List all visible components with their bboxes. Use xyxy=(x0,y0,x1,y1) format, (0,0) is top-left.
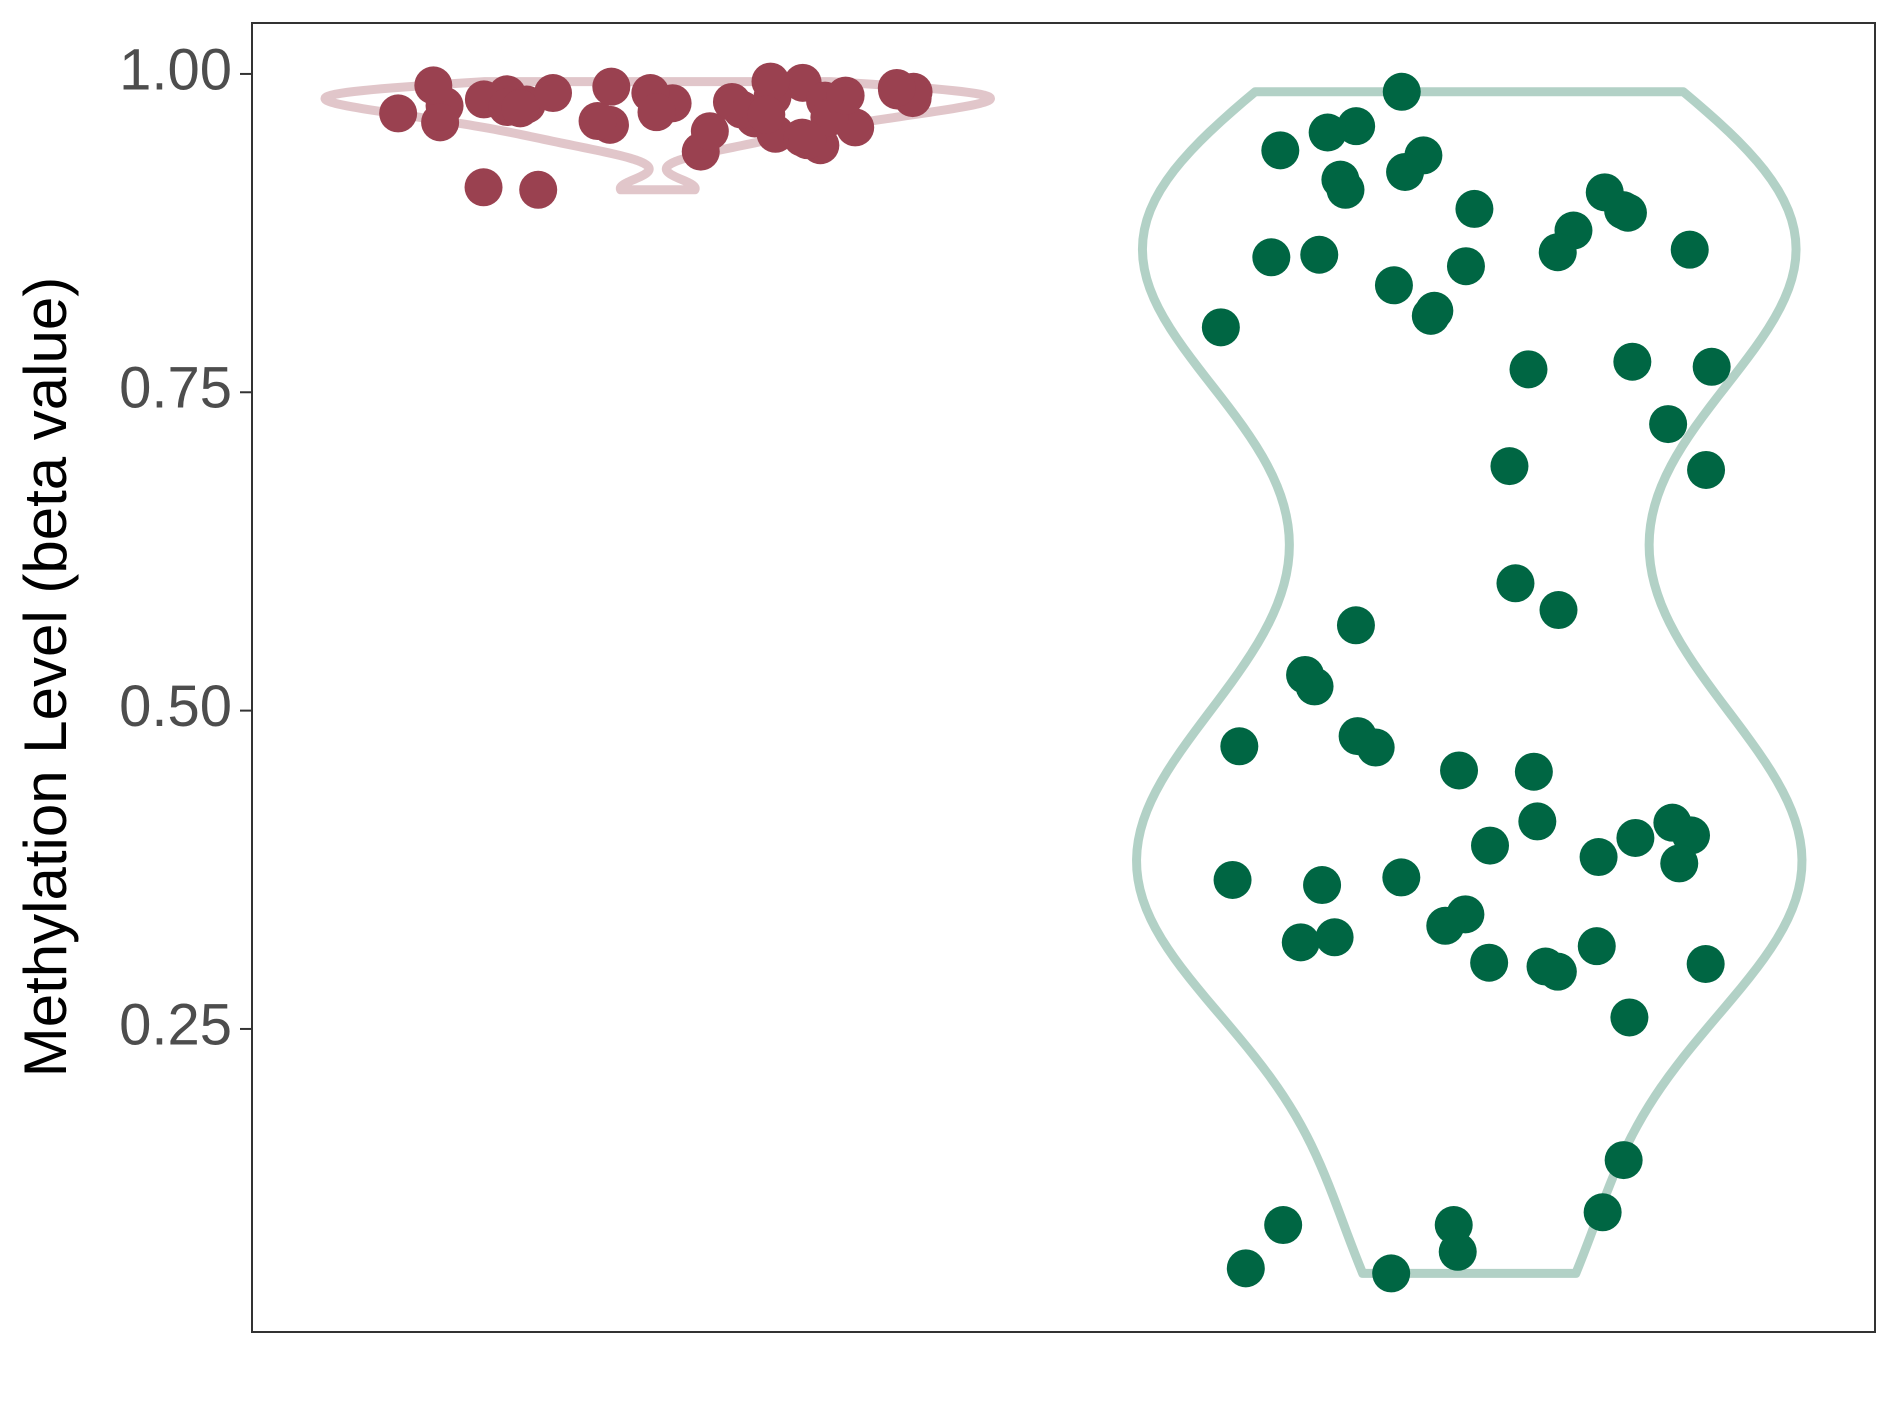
point xyxy=(1470,943,1509,982)
point xyxy=(1604,1141,1643,1180)
point xyxy=(1356,728,1395,767)
point xyxy=(1471,826,1510,865)
point xyxy=(1686,945,1725,984)
point xyxy=(1220,727,1259,766)
point xyxy=(1692,347,1731,386)
point xyxy=(747,95,786,134)
point xyxy=(578,102,617,141)
point xyxy=(1252,238,1291,277)
point xyxy=(1670,230,1709,269)
point xyxy=(1213,860,1252,899)
point xyxy=(379,94,418,133)
point xyxy=(1374,266,1413,305)
point xyxy=(421,103,460,142)
point xyxy=(592,67,631,106)
point xyxy=(1303,866,1342,905)
point xyxy=(1264,1206,1303,1245)
point xyxy=(1514,752,1553,791)
violin xyxy=(1132,87,1807,1278)
point xyxy=(1300,235,1339,274)
point xyxy=(1538,952,1577,991)
point xyxy=(1226,1249,1265,1288)
point xyxy=(534,74,573,113)
point xyxy=(1509,350,1548,389)
y-tick-label: 1.00 xyxy=(119,37,232,102)
point xyxy=(1579,838,1618,877)
point xyxy=(464,168,503,207)
point xyxy=(1386,152,1425,191)
point xyxy=(1613,342,1652,381)
plot-frame xyxy=(251,22,1876,1333)
point xyxy=(751,62,790,101)
point xyxy=(1496,564,1535,603)
point xyxy=(788,121,827,160)
point xyxy=(1281,923,1320,962)
point xyxy=(519,170,558,209)
point xyxy=(712,82,751,121)
point xyxy=(1337,107,1376,146)
y-axis-title: Methylation Level (beta value) xyxy=(12,277,79,1077)
point xyxy=(1660,844,1699,883)
point xyxy=(1610,998,1649,1037)
point xyxy=(1382,858,1421,897)
point xyxy=(1538,233,1577,272)
point xyxy=(501,89,540,128)
point xyxy=(1438,1232,1477,1271)
point xyxy=(1201,308,1240,347)
point xyxy=(826,76,865,115)
point xyxy=(1446,247,1485,286)
point xyxy=(1490,447,1529,486)
point xyxy=(1518,802,1557,841)
point xyxy=(1616,818,1655,857)
point xyxy=(1295,667,1334,706)
point xyxy=(1440,751,1479,790)
point xyxy=(1336,606,1375,645)
point xyxy=(1687,450,1726,489)
point xyxy=(1315,918,1354,957)
point xyxy=(1426,906,1465,945)
point xyxy=(877,68,916,107)
point xyxy=(1583,1193,1622,1232)
point xyxy=(690,112,729,151)
point xyxy=(1577,927,1616,966)
point xyxy=(1411,296,1450,335)
point xyxy=(1608,193,1647,232)
point xyxy=(637,93,676,132)
point xyxy=(1455,189,1494,228)
y-tick-label: 0.75 xyxy=(119,356,232,421)
point xyxy=(1539,591,1578,630)
point xyxy=(1261,131,1300,170)
point xyxy=(1372,1254,1411,1293)
point xyxy=(1326,170,1365,209)
point xyxy=(1308,113,1347,152)
point xyxy=(1382,72,1421,111)
y-tick-label: 0.50 xyxy=(119,674,232,739)
point xyxy=(1649,405,1688,444)
point xyxy=(414,66,453,105)
y-tick-label: 0.25 xyxy=(119,992,232,1057)
